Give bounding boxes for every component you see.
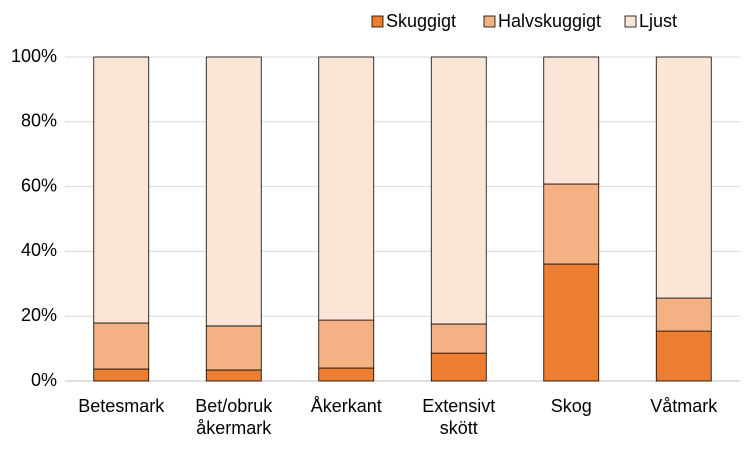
bar-segment xyxy=(205,56,262,327)
bar-segment xyxy=(543,263,600,382)
bar-segment xyxy=(205,369,262,382)
bar-segment xyxy=(318,367,375,382)
legend-swatch xyxy=(483,15,496,28)
bar-segment xyxy=(430,352,487,382)
legend-label: Ljust xyxy=(639,11,677,31)
bar-segment xyxy=(655,330,712,382)
bar-segment xyxy=(93,322,150,370)
x-tick-label: Skog xyxy=(551,396,592,416)
bar-segment xyxy=(655,297,712,332)
bar-segment xyxy=(543,56,600,185)
bar-segment xyxy=(318,56,375,321)
bar-segment xyxy=(655,56,712,299)
bar-segment xyxy=(430,56,487,325)
x-tick-label: Våtmark xyxy=(650,396,718,416)
legend-swatch xyxy=(624,15,637,28)
bar-segment xyxy=(318,319,375,369)
y-tick-label: 0% xyxy=(31,370,57,390)
y-tick-label: 80% xyxy=(21,111,57,131)
x-tick-label: Extensivt skött xyxy=(422,396,495,438)
y-tick-label: 20% xyxy=(21,305,57,325)
bar-segment xyxy=(93,368,150,382)
y-tick-label: 60% xyxy=(21,175,57,195)
bar-segment xyxy=(205,325,262,371)
x-tick-label: Bet/obruk åkermark xyxy=(195,396,273,438)
legend-label: Skuggigt xyxy=(386,11,456,31)
x-tick-label: Betesmark xyxy=(78,396,165,416)
bar-segment xyxy=(430,323,487,354)
legend-swatch xyxy=(371,15,384,28)
bar-segment xyxy=(543,183,600,265)
bar-segment xyxy=(93,56,150,324)
legend-label: Halvskuggigt xyxy=(498,11,601,31)
y-tick-label: 40% xyxy=(21,240,57,260)
y-tick-label: 100% xyxy=(11,46,57,66)
x-tick-label: Åkerkant xyxy=(311,396,382,416)
